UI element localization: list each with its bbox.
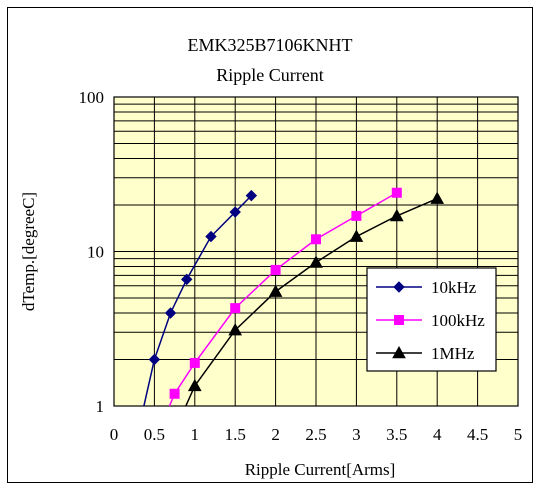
x-tick-label: 4: [433, 425, 442, 444]
data-point: [349, 229, 364, 242]
data-point: [205, 230, 217, 243]
data-point: [245, 189, 258, 202]
x-tick-label: 3.5: [386, 425, 407, 444]
series-line-1MHz: [185, 197, 438, 406]
data-point: [230, 303, 241, 314]
data-point: [189, 357, 200, 368]
x-tick-label: 0.5: [144, 425, 165, 444]
series-line-100kHz: [168, 192, 398, 406]
y-tick-label: 1: [96, 397, 105, 416]
legend-label: 10kHz: [431, 278, 477, 297]
data-point: [228, 323, 243, 336]
legend-marker: [394, 315, 404, 325]
series-group: [143, 187, 445, 406]
legend-label: 1MHz: [431, 344, 475, 363]
x-tick-label: 1: [191, 425, 200, 444]
x-tick-label: 4.5: [467, 425, 488, 444]
data-point: [187, 378, 202, 392]
data-point: [229, 206, 241, 218]
data-point: [268, 284, 283, 297]
chart-title: EMK325B7106KNHT: [187, 35, 353, 55]
y-tick-label: 10: [87, 243, 104, 262]
legend-marker: [392, 345, 406, 359]
data-point: [351, 210, 362, 221]
x-tick-label: 5: [514, 425, 523, 444]
x-tick-label: 2.5: [305, 425, 326, 444]
data-point: [430, 191, 445, 204]
y-tick-label: 100: [79, 88, 105, 107]
data-point: [309, 255, 323, 268]
data-point: [164, 307, 177, 319]
chart-subtitle: Ripple Current: [216, 65, 324, 85]
data-point: [389, 208, 404, 222]
legend-marker: [393, 281, 405, 293]
data-point: [181, 273, 193, 286]
data-point: [270, 264, 281, 275]
x-tick-label: 1.5: [225, 425, 246, 444]
data-point: [311, 234, 321, 245]
x-tick-label: 0: [110, 425, 119, 444]
x-axis-label: Ripple Current[Arms]: [245, 460, 396, 479]
data-point: [169, 388, 180, 399]
x-tick-label: 3: [352, 425, 361, 444]
legend-label: 100kHz: [431, 311, 485, 330]
x-tick-label: 2: [271, 425, 280, 444]
data-point: [148, 353, 161, 366]
y-axis-label: dTemp.[degreeC]: [19, 192, 38, 311]
plot-border: [113, 96, 519, 407]
data-point: [391, 187, 402, 198]
